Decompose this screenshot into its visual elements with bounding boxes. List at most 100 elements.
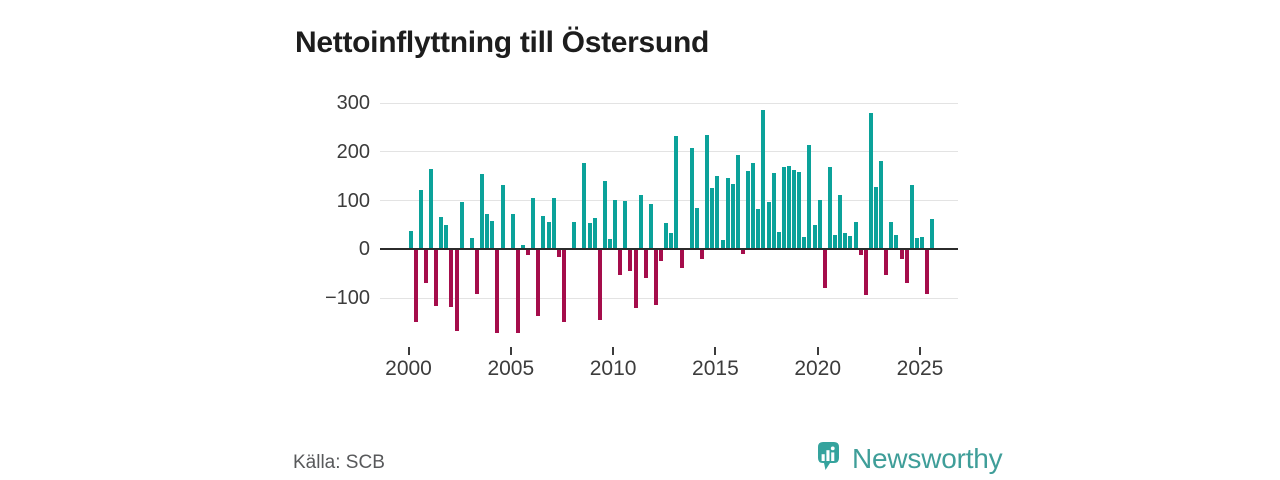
bar-2017q3 [766, 201, 771, 250]
newsworthy-logo: Newsworthy [816, 441, 1003, 476]
bar-2003q4 [485, 214, 490, 250]
source-label: Källa: SCB [293, 452, 385, 473]
bar-2001q4 [444, 225, 449, 250]
bar-2000q4 [423, 249, 428, 284]
bar-2018q4 [792, 169, 797, 250]
bar-2004q1 [490, 220, 495, 250]
bar-2011q2 [638, 194, 643, 250]
bar-2010q2 [618, 249, 623, 275]
bar-2017q2 [761, 110, 766, 250]
bar-2015q4 [730, 183, 735, 250]
bar-2019q3 [807, 145, 812, 250]
bar-2011q1 [633, 249, 638, 309]
chart-title: Nettoinflyttning till Östersund [295, 26, 710, 60]
bar-2020q4 [833, 235, 838, 250]
x-axis-label-2020: 2020 [794, 357, 842, 380]
bar-2021q2 [843, 233, 848, 250]
bar-2014q3 [705, 134, 710, 250]
y-axis-label-300: 300 [336, 92, 370, 115]
bar-2007q1 [551, 198, 556, 250]
bar-2024q1 [899, 249, 904, 260]
bar-2018q1 [776, 231, 781, 250]
bar-2019q4 [812, 224, 817, 250]
bar-2002q2 [454, 249, 459, 332]
bar-2019q2 [802, 236, 807, 250]
bar-2011q3 [643, 249, 648, 278]
y-axis-label-200: 200 [336, 140, 370, 163]
y-axis-label-0: 0 [358, 238, 370, 261]
y-axis-label--100: −100 [324, 287, 370, 310]
bar-2006q1 [531, 198, 536, 250]
bar-2019q1 [797, 172, 802, 250]
bar-2014q2 [700, 249, 705, 260]
plot-area: 2000 2005 2010 2015 2020 2025 [380, 90, 958, 380]
bar-2021q1 [838, 194, 843, 250]
bar-2016q1 [735, 155, 740, 250]
x-axis-tick-2005 [509, 347, 512, 355]
bar-2012q3 [664, 223, 669, 250]
bar-2008q4 [587, 223, 592, 250]
bar-2016q3 [746, 171, 751, 250]
bar-2012q1 [654, 249, 659, 305]
bar-2018q2 [781, 166, 786, 250]
x-axis-tick-2020 [816, 347, 819, 355]
bar-2005q4 [526, 249, 531, 256]
bar-2014q1 [694, 208, 699, 250]
bar-2002q3 [459, 201, 464, 250]
bar-2021q4 [853, 222, 858, 250]
bar-2002q1 [449, 249, 454, 307]
x-axis-tick-2000 [407, 347, 410, 355]
bar-2010q3 [623, 200, 628, 250]
bar-2022q4 [873, 187, 878, 250]
bar-2007q2 [556, 249, 561, 257]
bar-2024q2 [904, 249, 909, 284]
bar-2003q2 [474, 249, 479, 295]
bar-2004q2 [495, 249, 500, 333]
bar-2000q2 [413, 249, 418, 322]
gridline-100 [380, 200, 958, 202]
bar-2005q1 [510, 214, 515, 250]
bar-2000q1 [408, 230, 413, 250]
bar-2004q3 [500, 184, 505, 250]
bar-2000q3 [418, 189, 423, 250]
bar-2008q3 [582, 162, 587, 250]
bar-2013q2 [679, 249, 684, 268]
x-axis-label-2005: 2005 [487, 357, 535, 380]
x-axis-tick-2010 [612, 347, 615, 355]
bar-2023q3 [889, 222, 894, 250]
gridline-200 [380, 151, 958, 153]
bar-2009q4 [607, 239, 612, 250]
bar-2001q1 [428, 168, 433, 250]
bar-2020q3 [827, 167, 832, 250]
bar-2021q3 [848, 235, 853, 250]
y-axis-label-100: 100 [336, 189, 370, 212]
bar-2023q2 [884, 249, 889, 276]
newsworthy-icon [816, 441, 841, 476]
bar-2011q4 [648, 203, 653, 250]
x-axis-label-2015: 2015 [692, 357, 739, 380]
bar-2022q1 [858, 249, 863, 256]
bar-2009q1 [592, 218, 597, 250]
bar-2006q2 [536, 249, 541, 317]
bar-2025q2 [925, 249, 930, 294]
x-axis-label-2010: 2010 [589, 357, 637, 380]
bar-2005q2 [515, 249, 520, 333]
bar-2024q4 [914, 237, 919, 250]
bar-2025q1 [920, 236, 925, 250]
bar-2008q1 [572, 222, 577, 250]
bar-2013q4 [689, 147, 694, 250]
zero-axis-line [380, 248, 958, 251]
bar-2003q3 [480, 174, 485, 250]
bar-2001q2 [434, 249, 439, 306]
bar-2013q1 [674, 136, 679, 250]
bar-2025q3 [930, 219, 935, 250]
bar-2007q3 [561, 249, 566, 323]
bar-2015q1 [715, 176, 720, 250]
bar-2016q2 [740, 249, 745, 255]
x-axis-label-2000: 2000 [385, 357, 432, 380]
bar-2012q2 [659, 249, 664, 261]
gridline-300 [380, 102, 958, 104]
bar-2006q3 [541, 215, 546, 250]
gridline--100 [380, 297, 958, 299]
